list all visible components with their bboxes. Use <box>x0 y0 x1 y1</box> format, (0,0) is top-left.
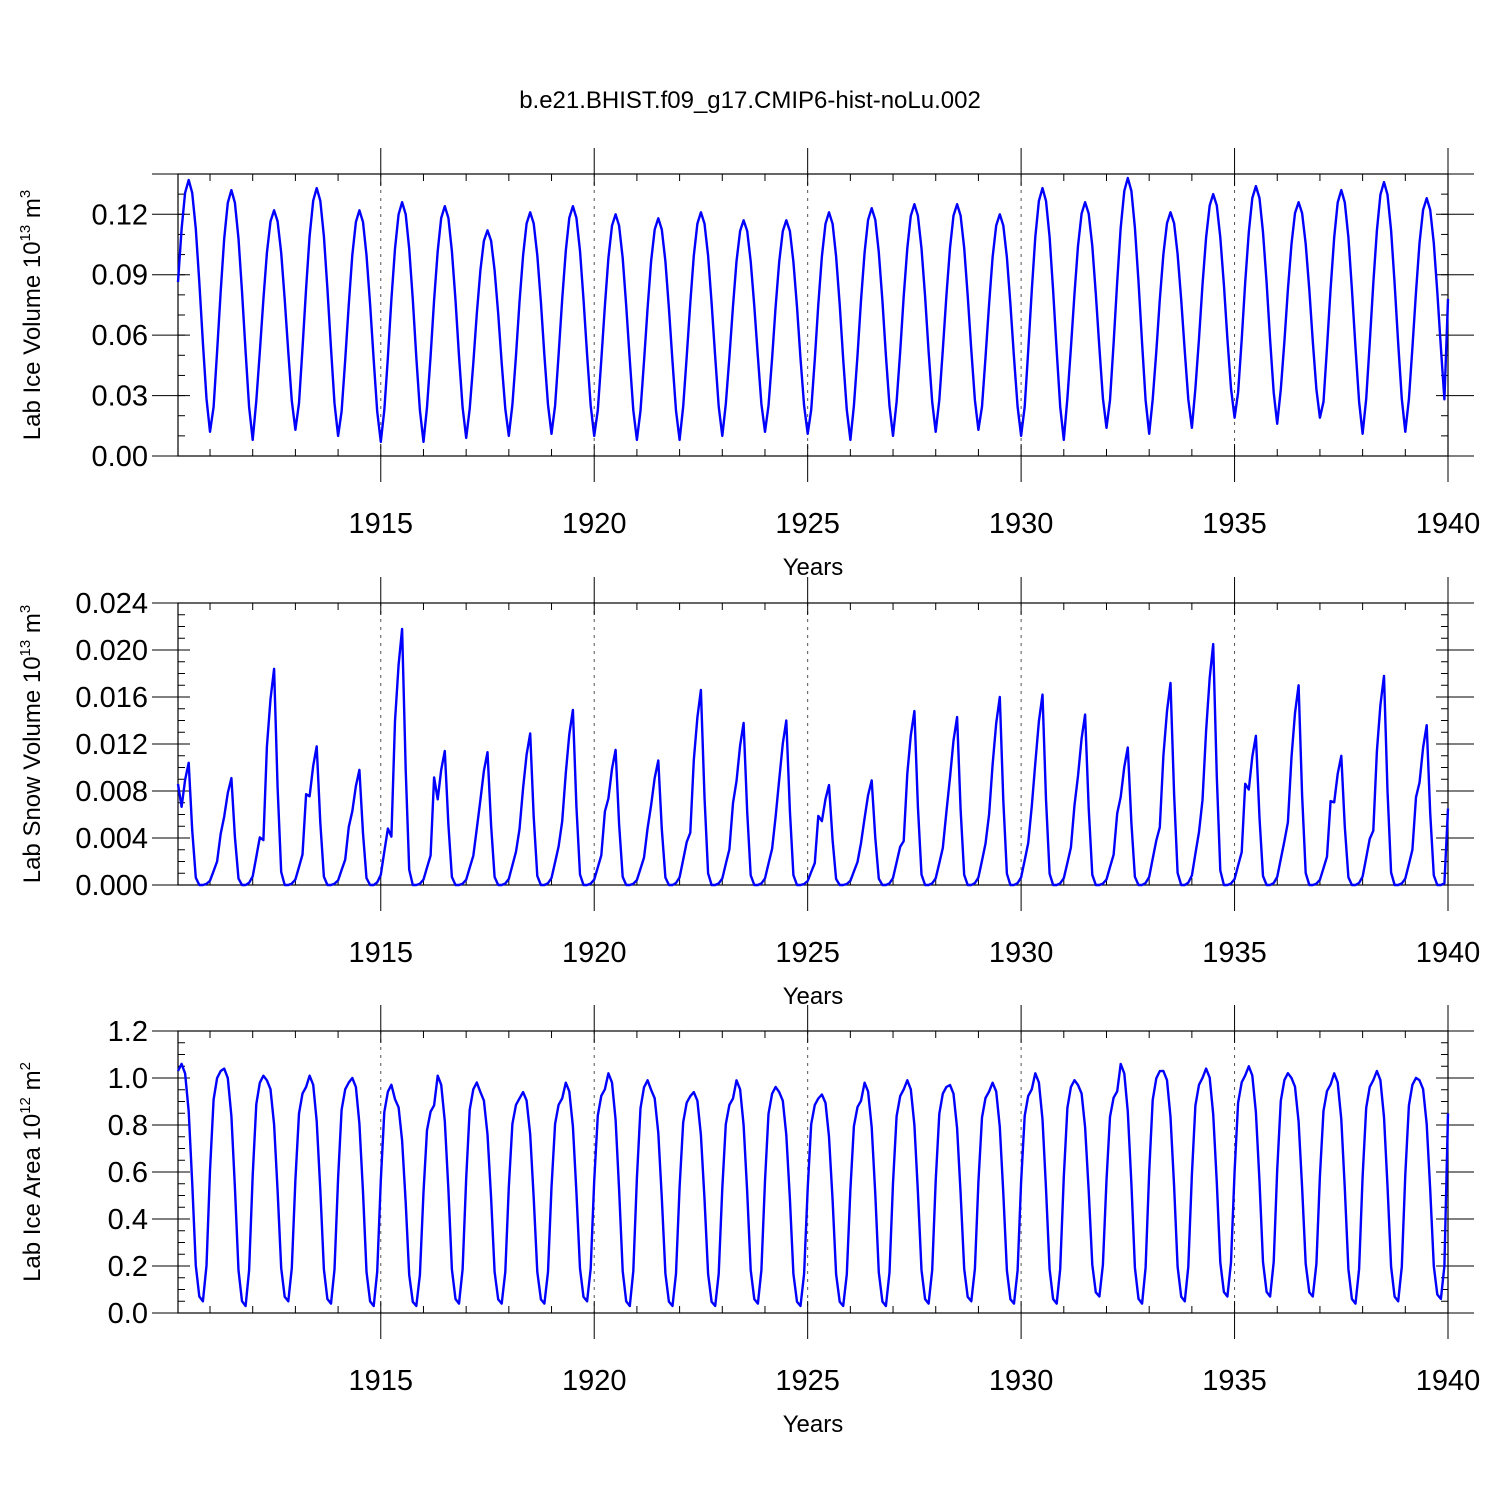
series-line-ice-volume <box>176 176 1450 444</box>
y-tick-label: 1.2 <box>108 1016 148 1048</box>
panel-ice-volume: 0.00 0.03 0.06 0.09 0.12 1915 1920 1925 1930 1935… <box>17 148 1480 581</box>
x-tick-label: 1930 <box>989 508 1054 540</box>
y-tick-label: 1.0 <box>108 1063 148 1095</box>
x-tick-label: 1930 <box>989 937 1054 969</box>
y-axis-label: Lab Snow Volume 1013 m3 <box>17 605 46 884</box>
y-tick-label: 0.024 <box>75 588 148 620</box>
x-tick-label: 1925 <box>775 508 840 540</box>
y-axis-label-unit-exponent: 3 <box>17 190 34 198</box>
y-tick-label: 0.4 <box>108 1204 148 1236</box>
x-tick-label: 1925 <box>775 1365 840 1397</box>
y-tick-label: 0.6 <box>108 1157 148 1189</box>
panel-snow-volume: 0.000 0.004 0.008 0.012 0.016 0.020 0.024 1915 1… <box>17 577 1480 1010</box>
y-axis-label-exponent: 12 <box>17 1097 34 1114</box>
chart-title: b.e21.BHIST.f09_g17.CMIP6-hist-noLu.002 <box>519 87 981 114</box>
y-tick-label: 0.020 <box>75 635 148 667</box>
x-tick-label: 1920 <box>562 937 627 969</box>
x-tick-label: 1920 <box>562 508 627 540</box>
y-axis-label-text: Lab Snow Volume 10 <box>19 656 46 883</box>
x-axis-label: Years <box>783 983 844 1010</box>
x-tick-label: 1940 <box>1416 1365 1481 1397</box>
x-tick-label: 1915 <box>349 937 414 969</box>
y-axis-label-text: Lab Ice Volume 10 <box>19 241 46 440</box>
x-tick-label: 1920 <box>562 1365 627 1397</box>
y-axis-label-unit: m <box>19 198 46 225</box>
plot-frame <box>177 602 1449 886</box>
y-tick-label: 0.06 <box>92 320 148 352</box>
y-tick-label: 0.8 <box>108 1110 148 1142</box>
y-axis-label-unit: m <box>19 1070 46 1097</box>
y-tick-label: 0.016 <box>75 682 148 714</box>
y-tick-label: 0.03 <box>92 381 148 413</box>
y-axis-label-exponent: 13 <box>17 640 34 657</box>
y-axis-label-text: Lab Ice Area 10 <box>19 1114 46 1282</box>
y-tick-label: 0.004 <box>75 823 148 855</box>
y-tick-label: 0.008 <box>75 776 148 808</box>
x-tick-label: 1940 <box>1416 937 1481 969</box>
y-tick-label: 0.012 <box>75 729 148 761</box>
y-tick-label: 0.000 <box>75 870 148 902</box>
x-tick-label: 1940 <box>1416 508 1481 540</box>
x-tick-label: 1935 <box>1202 1365 1267 1397</box>
y-axis-label-unit: m <box>19 613 46 640</box>
y-tick-label: 0.00 <box>92 441 148 473</box>
series-line-ice-area <box>176 1062 1450 1308</box>
y-axis-label-unit-exponent: 2 <box>17 1062 34 1070</box>
y-tick-label: 0.0 <box>108 1298 148 1330</box>
y-tick-label: 0.12 <box>92 199 148 231</box>
x-tick-label: 1925 <box>775 937 840 969</box>
x-tick-label: 1935 <box>1202 937 1267 969</box>
panel-ice-area: 0.0 0.2 0.4 0.6 0.8 1.0 1.2 1915 1920 1925 1930 193… <box>17 1005 1480 1438</box>
y-axis-label: Lab Ice Area 1012 m2 <box>17 1062 46 1282</box>
y-axis-label: Lab Ice Volume 1013 m3 <box>17 190 46 441</box>
series-line-snow-volume <box>176 627 1450 887</box>
x-axis-label: Years <box>783 554 844 581</box>
y-tick-label: 0.09 <box>92 260 148 292</box>
x-tick-label: 1915 <box>349 508 414 540</box>
y-axis-label-exponent: 13 <box>17 225 34 242</box>
x-axis-label: Years <box>783 1411 844 1438</box>
x-tick-label: 1930 <box>989 1365 1054 1397</box>
y-tick-label: 0.2 <box>108 1251 148 1283</box>
y-axis-label-unit-exponent: 3 <box>17 605 34 613</box>
plot-frame <box>177 1030 1449 1314</box>
x-tick-label: 1935 <box>1202 508 1267 540</box>
plot-frame <box>177 173 1449 457</box>
x-tick-label: 1915 <box>349 1365 414 1397</box>
